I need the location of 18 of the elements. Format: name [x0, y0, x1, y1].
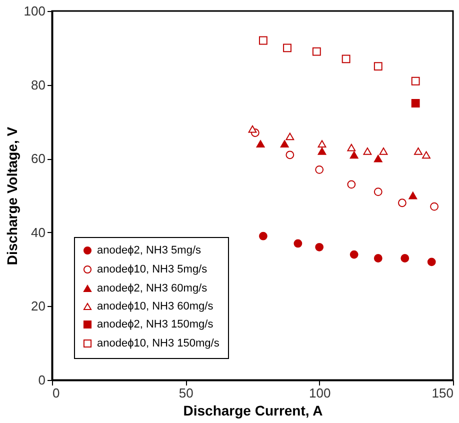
- legend-label: anodeϕ2, NH3 60mg/s: [97, 282, 208, 294]
- legend-label: anodeϕ10, NH3 150mg/s: [97, 338, 220, 350]
- y-tick-label: 60: [31, 151, 46, 166]
- x-tick-label: 100: [308, 386, 331, 400]
- y-tick-label: 40: [31, 224, 46, 240]
- x-tick-label: 50: [178, 386, 194, 400]
- x-tick-label: 150: [432, 386, 454, 400]
- legend-label: anodeϕ10, NH3 60mg/s: [97, 300, 214, 312]
- y-tick-label: 100: [24, 4, 46, 18]
- x-tick-label: 0: [52, 386, 60, 400]
- y-axis-title: Discharge Voltage, V: [4, 126, 20, 266]
- legend-label: anodeϕ10, NH3 5mg/s: [97, 264, 208, 276]
- legend-label: anodeϕ2, NH3 150mg/s: [97, 318, 214, 330]
- y-tick-label: 80: [31, 77, 46, 92]
- y-tick-label: 20: [31, 298, 46, 314]
- x-axis-title: Discharge Current, A: [183, 402, 323, 418]
- y-tick-label: 0: [38, 372, 46, 388]
- legend-label: anodeϕ2, NH3 5mg/s: [97, 244, 202, 256]
